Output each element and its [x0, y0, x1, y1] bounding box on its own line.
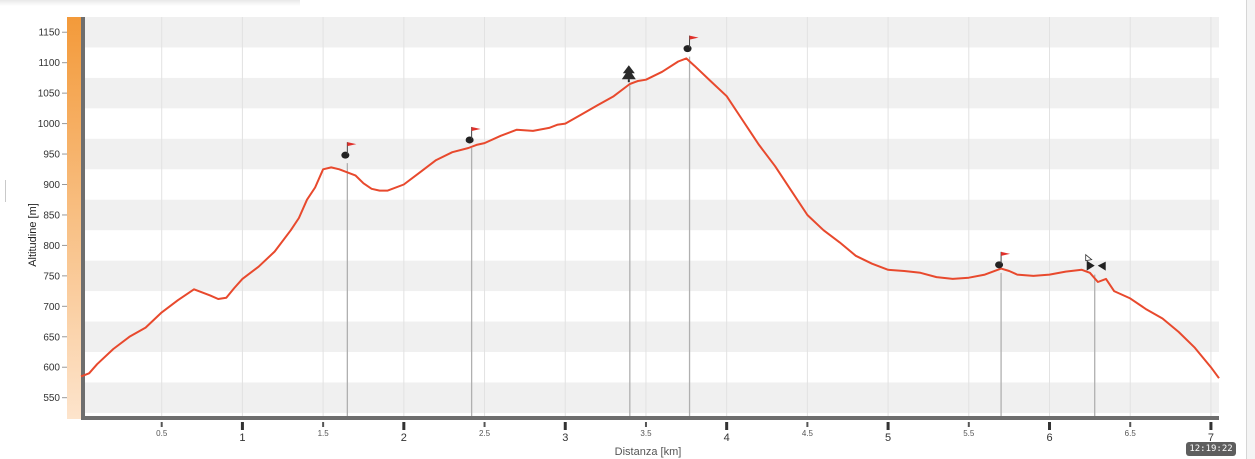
y-tick-labels: 550 600 650 700 750 800 850 900 950 1000 1050 1100 1…	[38, 28, 67, 404]
y-axis-gradient-bar	[67, 17, 81, 419]
grid-band	[85, 17, 1219, 48]
x-major-tick	[725, 422, 729, 430]
x-minor-tick	[967, 422, 970, 427]
x-major-tick	[240, 422, 244, 430]
y-tick-label: 750	[43, 271, 60, 282]
x-minor-tick	[644, 422, 647, 427]
flag-icon	[341, 142, 357, 159]
x-minor-tick	[160, 422, 163, 427]
x-major-tick	[563, 422, 567, 430]
x-tick-marks: 1 2 3 4 5 6 7 0.5 1.5 2.5 3.5 4.5 5.5 6.5	[156, 422, 1214, 444]
waypoint-drop-lines	[346, 56, 1096, 416]
y-tick-label: 800	[43, 241, 60, 252]
x-minor-tick-label: 1.5	[318, 429, 330, 438]
y-axis-title: Altitudine [m]	[27, 203, 39, 267]
waypoint-markers	[341, 35, 1106, 271]
flag-cloth	[471, 126, 481, 131]
elevation-profile-line	[80, 57, 1220, 379]
flag-cloth	[347, 142, 357, 147]
x-axis-title: Distanza [km]	[615, 446, 682, 458]
vertical-gridlines	[161, 17, 1212, 416]
x-major-tick	[886, 422, 890, 430]
y-tick-label: 1050	[38, 89, 61, 100]
flag-icon	[683, 35, 699, 53]
grid-band	[85, 321, 1219, 352]
x-axis-line	[81, 416, 1219, 420]
x-major-tick-label: 5	[885, 432, 891, 444]
x-minor-tick-label: 3.5	[640, 429, 652, 438]
tree-trunk	[627, 79, 630, 83]
grid-band	[85, 77, 1219, 109]
flag-cloth	[689, 35, 699, 40]
x-major-tick	[402, 422, 406, 430]
top-shadow	[0, 0, 300, 6]
grid-band	[85, 382, 1219, 413]
marker-dot	[465, 136, 474, 144]
x-minor-tick-label: 6.5	[1125, 429, 1137, 438]
y-tick-label: 700	[43, 302, 60, 313]
x-major-tick	[1209, 422, 1213, 430]
cursor-arrow	[1085, 253, 1093, 262]
grid-band	[85, 199, 1219, 231]
x-minor-tick	[1129, 422, 1132, 427]
x-major-tick-label: 4	[724, 432, 730, 444]
tree-shape	[621, 65, 636, 80]
grid-bands	[85, 17, 1219, 413]
window-edge-mark	[5, 180, 6, 202]
y-tick-label: 600	[43, 363, 60, 374]
grid-band	[85, 138, 1219, 170]
x-major-tick-label: 2	[401, 432, 407, 444]
marker-dot	[995, 261, 1004, 269]
flag-icon	[465, 126, 481, 144]
x-minor-tick-label: 0.5	[156, 429, 168, 438]
y-tick-label: 900	[43, 180, 60, 191]
x-major-tick-label: 3	[562, 432, 568, 444]
y-tick-label: 650	[43, 332, 60, 343]
flag-icon	[995, 251, 1011, 269]
y-tick-label: 1150	[38, 28, 60, 39]
x-major-tick-label: 7	[1208, 432, 1214, 444]
grid-band	[85, 260, 1219, 292]
x-major-tick-label: 6	[1046, 432, 1052, 444]
time-badge: 12:19:22	[1186, 442, 1236, 456]
x-minor-tick	[483, 422, 486, 427]
marker-dot	[683, 45, 692, 53]
play-triangle	[1086, 260, 1095, 271]
x-minor-tick-label: 5.5	[963, 429, 975, 438]
y-axis-line	[81, 17, 85, 419]
marker-dot	[341, 151, 350, 159]
scrollbar[interactable]	[1246, 0, 1255, 459]
y-tick-label: 950	[43, 150, 60, 161]
x-major-tick-label: 1	[239, 432, 245, 444]
y-tick-label: 850	[43, 210, 60, 221]
end-icon	[1085, 253, 1106, 271]
x-minor-tick	[322, 422, 325, 427]
x-minor-tick	[806, 422, 809, 427]
y-tick-label: 550	[43, 393, 60, 404]
x-minor-tick-label: 4.5	[802, 429, 814, 438]
tree-icon	[621, 65, 636, 83]
end-triangle	[1097, 261, 1106, 271]
x-minor-tick-label: 2.5	[479, 429, 491, 438]
y-tick-label: 1100	[38, 58, 60, 69]
x-major-tick	[1048, 422, 1052, 430]
flag-cloth	[1001, 251, 1011, 256]
y-tick-label: 1000	[38, 119, 61, 130]
